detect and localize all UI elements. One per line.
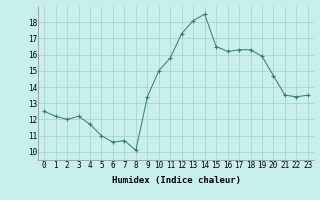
X-axis label: Humidex (Indice chaleur): Humidex (Indice chaleur) <box>111 176 241 185</box>
